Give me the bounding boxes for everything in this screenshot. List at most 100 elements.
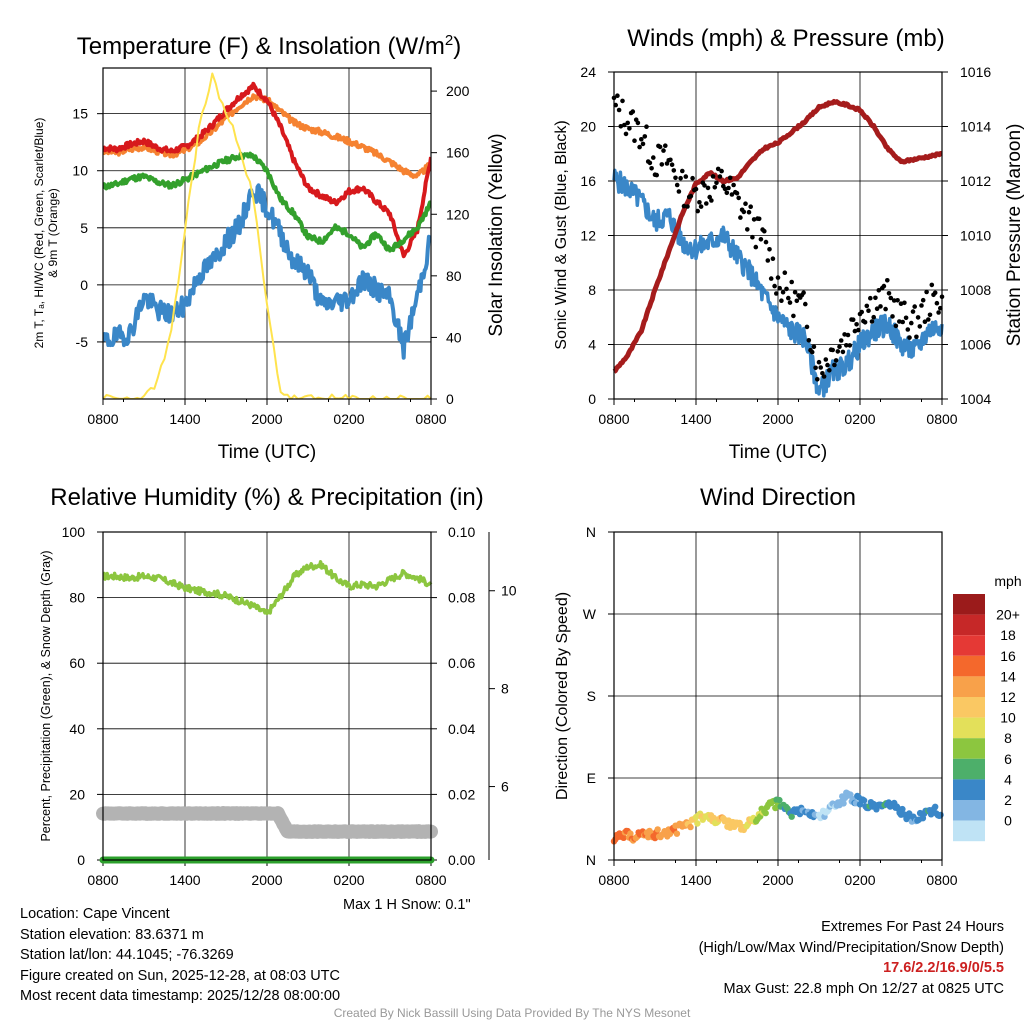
wind-direction-point <box>847 791 854 798</box>
wind-y-tick-label: 16 <box>580 173 596 189</box>
humidity-x-tick-label: 0800 <box>415 872 446 888</box>
wind-direction-point <box>776 796 783 804</box>
gust-point <box>926 317 931 322</box>
gust-point <box>772 283 777 289</box>
gust-point <box>845 332 851 338</box>
gust-point <box>620 98 625 104</box>
temperature-y-tick-label: 15 <box>72 106 88 122</box>
gust-point <box>838 338 844 343</box>
wind-chart-title: Winds (mph) & Pressure (mb) <box>627 25 944 52</box>
gust-point <box>707 194 712 200</box>
gust-point <box>683 174 689 179</box>
gust-point <box>897 319 902 324</box>
gust-point <box>663 143 668 148</box>
gust-point <box>789 279 794 285</box>
temperature-x-tick-label: 1400 <box>169 411 200 427</box>
gust-point <box>774 291 779 296</box>
gust-point <box>910 309 916 314</box>
gust-point <box>784 286 789 292</box>
gust-point <box>883 306 888 312</box>
wind-direction-point <box>654 826 661 833</box>
title-close-paren: ) <box>453 33 461 60</box>
gust-point <box>809 349 815 355</box>
gust-point <box>704 201 709 206</box>
gust-point <box>680 168 685 174</box>
gust-point <box>871 314 876 320</box>
gust-point <box>642 134 648 139</box>
wind-y-tick-label: 12 <box>580 228 596 244</box>
wind-direction-point <box>856 801 864 808</box>
humidity-x-tick-label: 0200 <box>333 872 364 888</box>
gust-point <box>888 295 894 301</box>
precip-y-tick-label: 0.06 <box>448 655 475 671</box>
legend-swatch <box>953 738 985 759</box>
max-gust-text: Max Gust: 22.8 mph On 12/27 at 0825 UTC <box>723 980 1004 997</box>
gust-point <box>895 298 900 303</box>
gust-point <box>659 162 665 167</box>
gust-point <box>827 368 832 373</box>
gust-point <box>859 309 864 315</box>
gust-point <box>804 324 810 330</box>
gust-point <box>618 124 624 129</box>
gust-point <box>801 290 806 296</box>
temperature-x-tick-label: 0800 <box>415 411 446 427</box>
gust-point <box>644 124 649 129</box>
insolation-y-tick-label: 0 <box>446 391 454 407</box>
wind-direction-point <box>932 803 939 810</box>
legend-label: 14 <box>1000 668 1016 684</box>
wind-direction-y-tick-label: E <box>587 770 596 786</box>
gust-point <box>832 362 837 368</box>
wind-x-tick-label: 1400 <box>680 411 711 427</box>
gust-point <box>729 192 735 197</box>
gust-point <box>830 347 835 353</box>
gust-point <box>726 185 731 191</box>
legend-swatch <box>953 676 985 697</box>
gust-point <box>924 289 929 295</box>
gust-point <box>635 120 641 126</box>
gust-point <box>688 193 694 199</box>
gust-point <box>625 120 630 126</box>
precip-y-tick-label: 0.10 <box>448 524 475 540</box>
gust-point <box>640 141 646 147</box>
gust-point <box>780 289 786 295</box>
gust-point <box>705 185 711 191</box>
legend-title: mph <box>994 573 1021 589</box>
gust-point <box>874 306 880 312</box>
gust-point <box>702 183 707 188</box>
legend-label: 20+ <box>996 607 1020 623</box>
temperature-y-tick-label: 10 <box>72 163 88 179</box>
gust-point <box>661 148 666 153</box>
humidity-x-tick-label: 0800 <box>87 872 118 888</box>
gust-point <box>637 144 642 150</box>
gust-point <box>903 315 909 321</box>
wind-x-tick-label: 0800 <box>926 411 957 427</box>
wind-direction-point <box>762 809 769 817</box>
gust-point <box>623 131 629 137</box>
precip-y-tick-label: 0.08 <box>448 590 475 606</box>
gust-point <box>842 332 847 337</box>
legend-label: 8 <box>1004 730 1012 746</box>
humidity-x-tick-label: 2000 <box>251 872 282 888</box>
wind-x-axis-label: Time (UTC) <box>729 442 828 463</box>
gust-point <box>651 155 656 160</box>
legend-label: 12 <box>1000 689 1016 705</box>
wind-direction-point <box>620 834 627 841</box>
humidity-y-tick-label: 0 <box>77 852 85 868</box>
wind-direction-point <box>860 797 868 804</box>
gust-point <box>717 174 723 179</box>
wind-direction-chart-title: Wind Direction <box>700 484 856 511</box>
temperature-x-tick-label: 2000 <box>251 411 282 427</box>
wind-direction-y-tick-label: W <box>583 606 597 622</box>
gust-point <box>710 174 716 179</box>
title-superscript: 2 <box>445 32 453 49</box>
gust-point <box>840 349 846 355</box>
insolation-y-tick-label: 80 <box>446 268 462 284</box>
wind-direction-point <box>687 823 694 831</box>
gust-point <box>671 168 677 173</box>
pressure-y-tick-label: 1012 <box>960 173 991 189</box>
series-gust <box>611 93 945 382</box>
gust-point <box>786 295 791 301</box>
gust-point <box>741 209 747 215</box>
wind-y-tick-label: 20 <box>580 119 596 135</box>
wind-direction-y-tick-label: N <box>586 524 596 540</box>
